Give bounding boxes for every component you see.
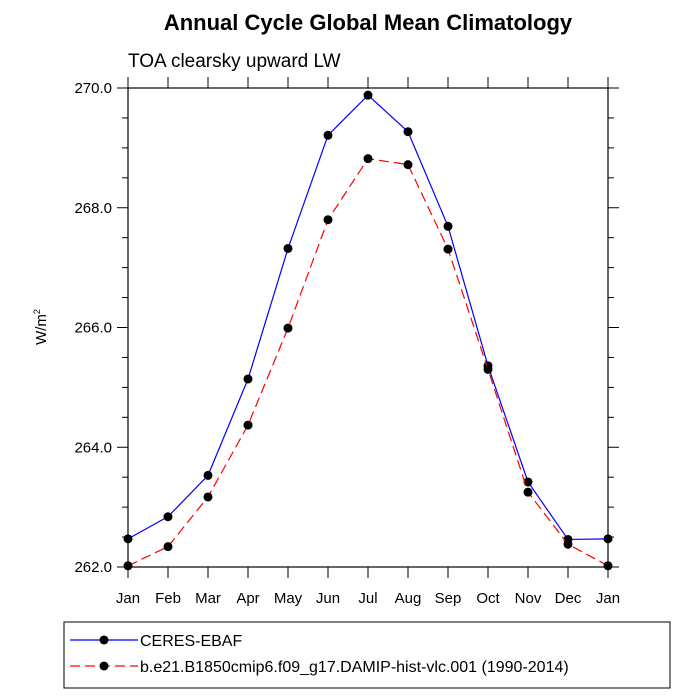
x-tick-label: Oct xyxy=(476,590,500,607)
legend-box xyxy=(63,621,671,689)
data-point xyxy=(403,160,413,170)
x-tick-label: Mar xyxy=(195,590,221,607)
y-tick-label: 270.0 xyxy=(74,80,112,97)
legend-item: CERES-EBAF xyxy=(70,633,242,650)
data-point xyxy=(363,90,373,100)
y-axis-label: W/m2 xyxy=(32,309,50,345)
x-tick-label: Apr xyxy=(236,590,259,607)
chart-title: Annual Cycle Global Mean Climatology xyxy=(164,10,573,35)
data-point xyxy=(243,374,253,384)
legend-marker xyxy=(99,635,109,645)
data-point xyxy=(283,323,293,333)
data-point xyxy=(323,215,333,225)
data-point xyxy=(243,420,253,430)
x-tick-label: Sep xyxy=(435,590,462,607)
legend-label: CERES-EBAF xyxy=(140,633,242,650)
x-tick-label: Nov xyxy=(515,590,542,607)
legend-label: b.e21.B1850cmip6.f09_g17.DAMIP-hist-vlc.… xyxy=(140,659,569,676)
x-tick-label: Aug xyxy=(395,590,422,607)
data-point xyxy=(163,542,173,552)
x-tick-label: Jul xyxy=(358,590,377,607)
x-tick-label: Feb xyxy=(155,590,181,607)
y-tick-label: 264.0 xyxy=(74,439,112,456)
data-point xyxy=(283,243,293,253)
data-point xyxy=(443,244,453,254)
y-axis-label-superscript: 2 xyxy=(32,309,42,314)
data-point xyxy=(483,364,493,374)
chart-subtitle: TOA clearsky upward LW xyxy=(128,51,341,72)
data-point xyxy=(203,470,213,480)
series-2 xyxy=(123,154,613,571)
x-tick-label: Jun xyxy=(316,590,340,607)
data-point xyxy=(163,512,173,522)
x-tick-label: May xyxy=(274,590,303,607)
y-tick-label: 268.0 xyxy=(74,200,112,217)
data-point xyxy=(523,487,533,497)
data-point xyxy=(323,130,333,140)
x-tick-label: Dec xyxy=(555,590,582,607)
series-line xyxy=(127,158,609,567)
legend-marker xyxy=(99,661,109,671)
data-point xyxy=(563,539,573,549)
y-axis-label-text: W/m xyxy=(33,314,50,345)
plot-frame xyxy=(127,87,609,568)
data-point xyxy=(403,127,413,137)
x-tick-label: Jan xyxy=(116,590,140,607)
legend-item: b.e21.B1850cmip6.f09_g17.DAMIP-hist-vlc.… xyxy=(70,659,569,676)
data-point xyxy=(203,492,213,502)
svg-text:W/m2: W/m2 xyxy=(32,309,50,345)
x-tick-label: Jan xyxy=(596,590,620,607)
y-tick-label: 266.0 xyxy=(74,320,112,337)
data-point xyxy=(363,154,373,164)
data-point xyxy=(523,477,533,487)
y-tick-label: 262.0 xyxy=(74,559,112,576)
data-point xyxy=(443,221,453,231)
